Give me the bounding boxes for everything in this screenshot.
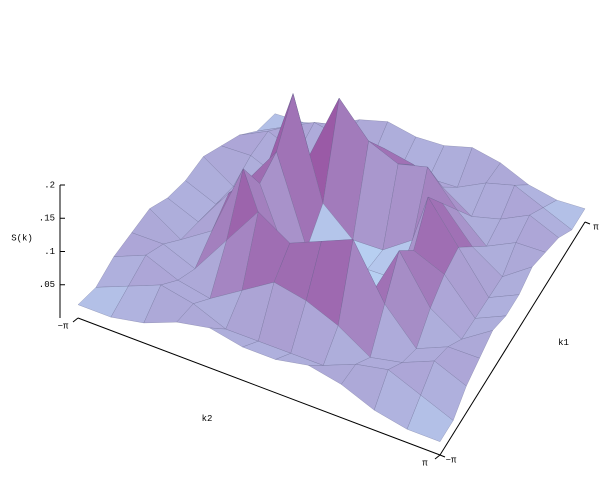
k2-tick-label: −π xyxy=(58,321,69,331)
k2-axis xyxy=(77,317,441,456)
z-tick-label: .15 xyxy=(39,214,55,224)
surface-cell xyxy=(406,394,454,442)
k2-tick xyxy=(72,317,79,323)
z-tick-label: .2 xyxy=(44,180,55,190)
z-axis-label: S(k) xyxy=(11,233,33,243)
k1-tick-label: π xyxy=(593,222,599,232)
z-tick-label: .05 xyxy=(39,280,55,290)
k2-tick xyxy=(434,454,441,460)
k1-axis-label: k1 xyxy=(558,338,569,348)
k2-tick-label: π xyxy=(422,458,428,468)
k1-tick xyxy=(584,221,591,225)
k1-tick-label: −π xyxy=(446,455,457,465)
k1-axis xyxy=(439,221,586,456)
k2-axis-label: k2 xyxy=(202,414,213,424)
k1-tick xyxy=(439,454,446,458)
z-tick-label: .1 xyxy=(44,247,55,257)
